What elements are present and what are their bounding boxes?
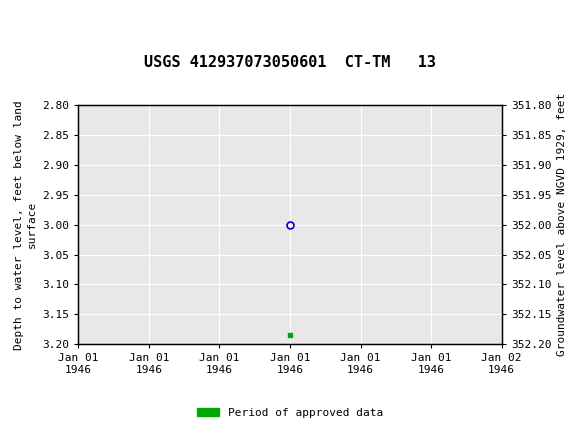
Legend: Period of approved data: Period of approved data [193, 403, 387, 422]
Text: USGS 412937073050601  CT-TM   13: USGS 412937073050601 CT-TM 13 [144, 55, 436, 70]
Y-axis label: Groundwater level above NGVD 1929, feet: Groundwater level above NGVD 1929, feet [557, 93, 567, 356]
Y-axis label: Depth to water level, feet below land
surface: Depth to water level, feet below land su… [13, 100, 37, 350]
Text: USGS: USGS [406, 12, 470, 33]
